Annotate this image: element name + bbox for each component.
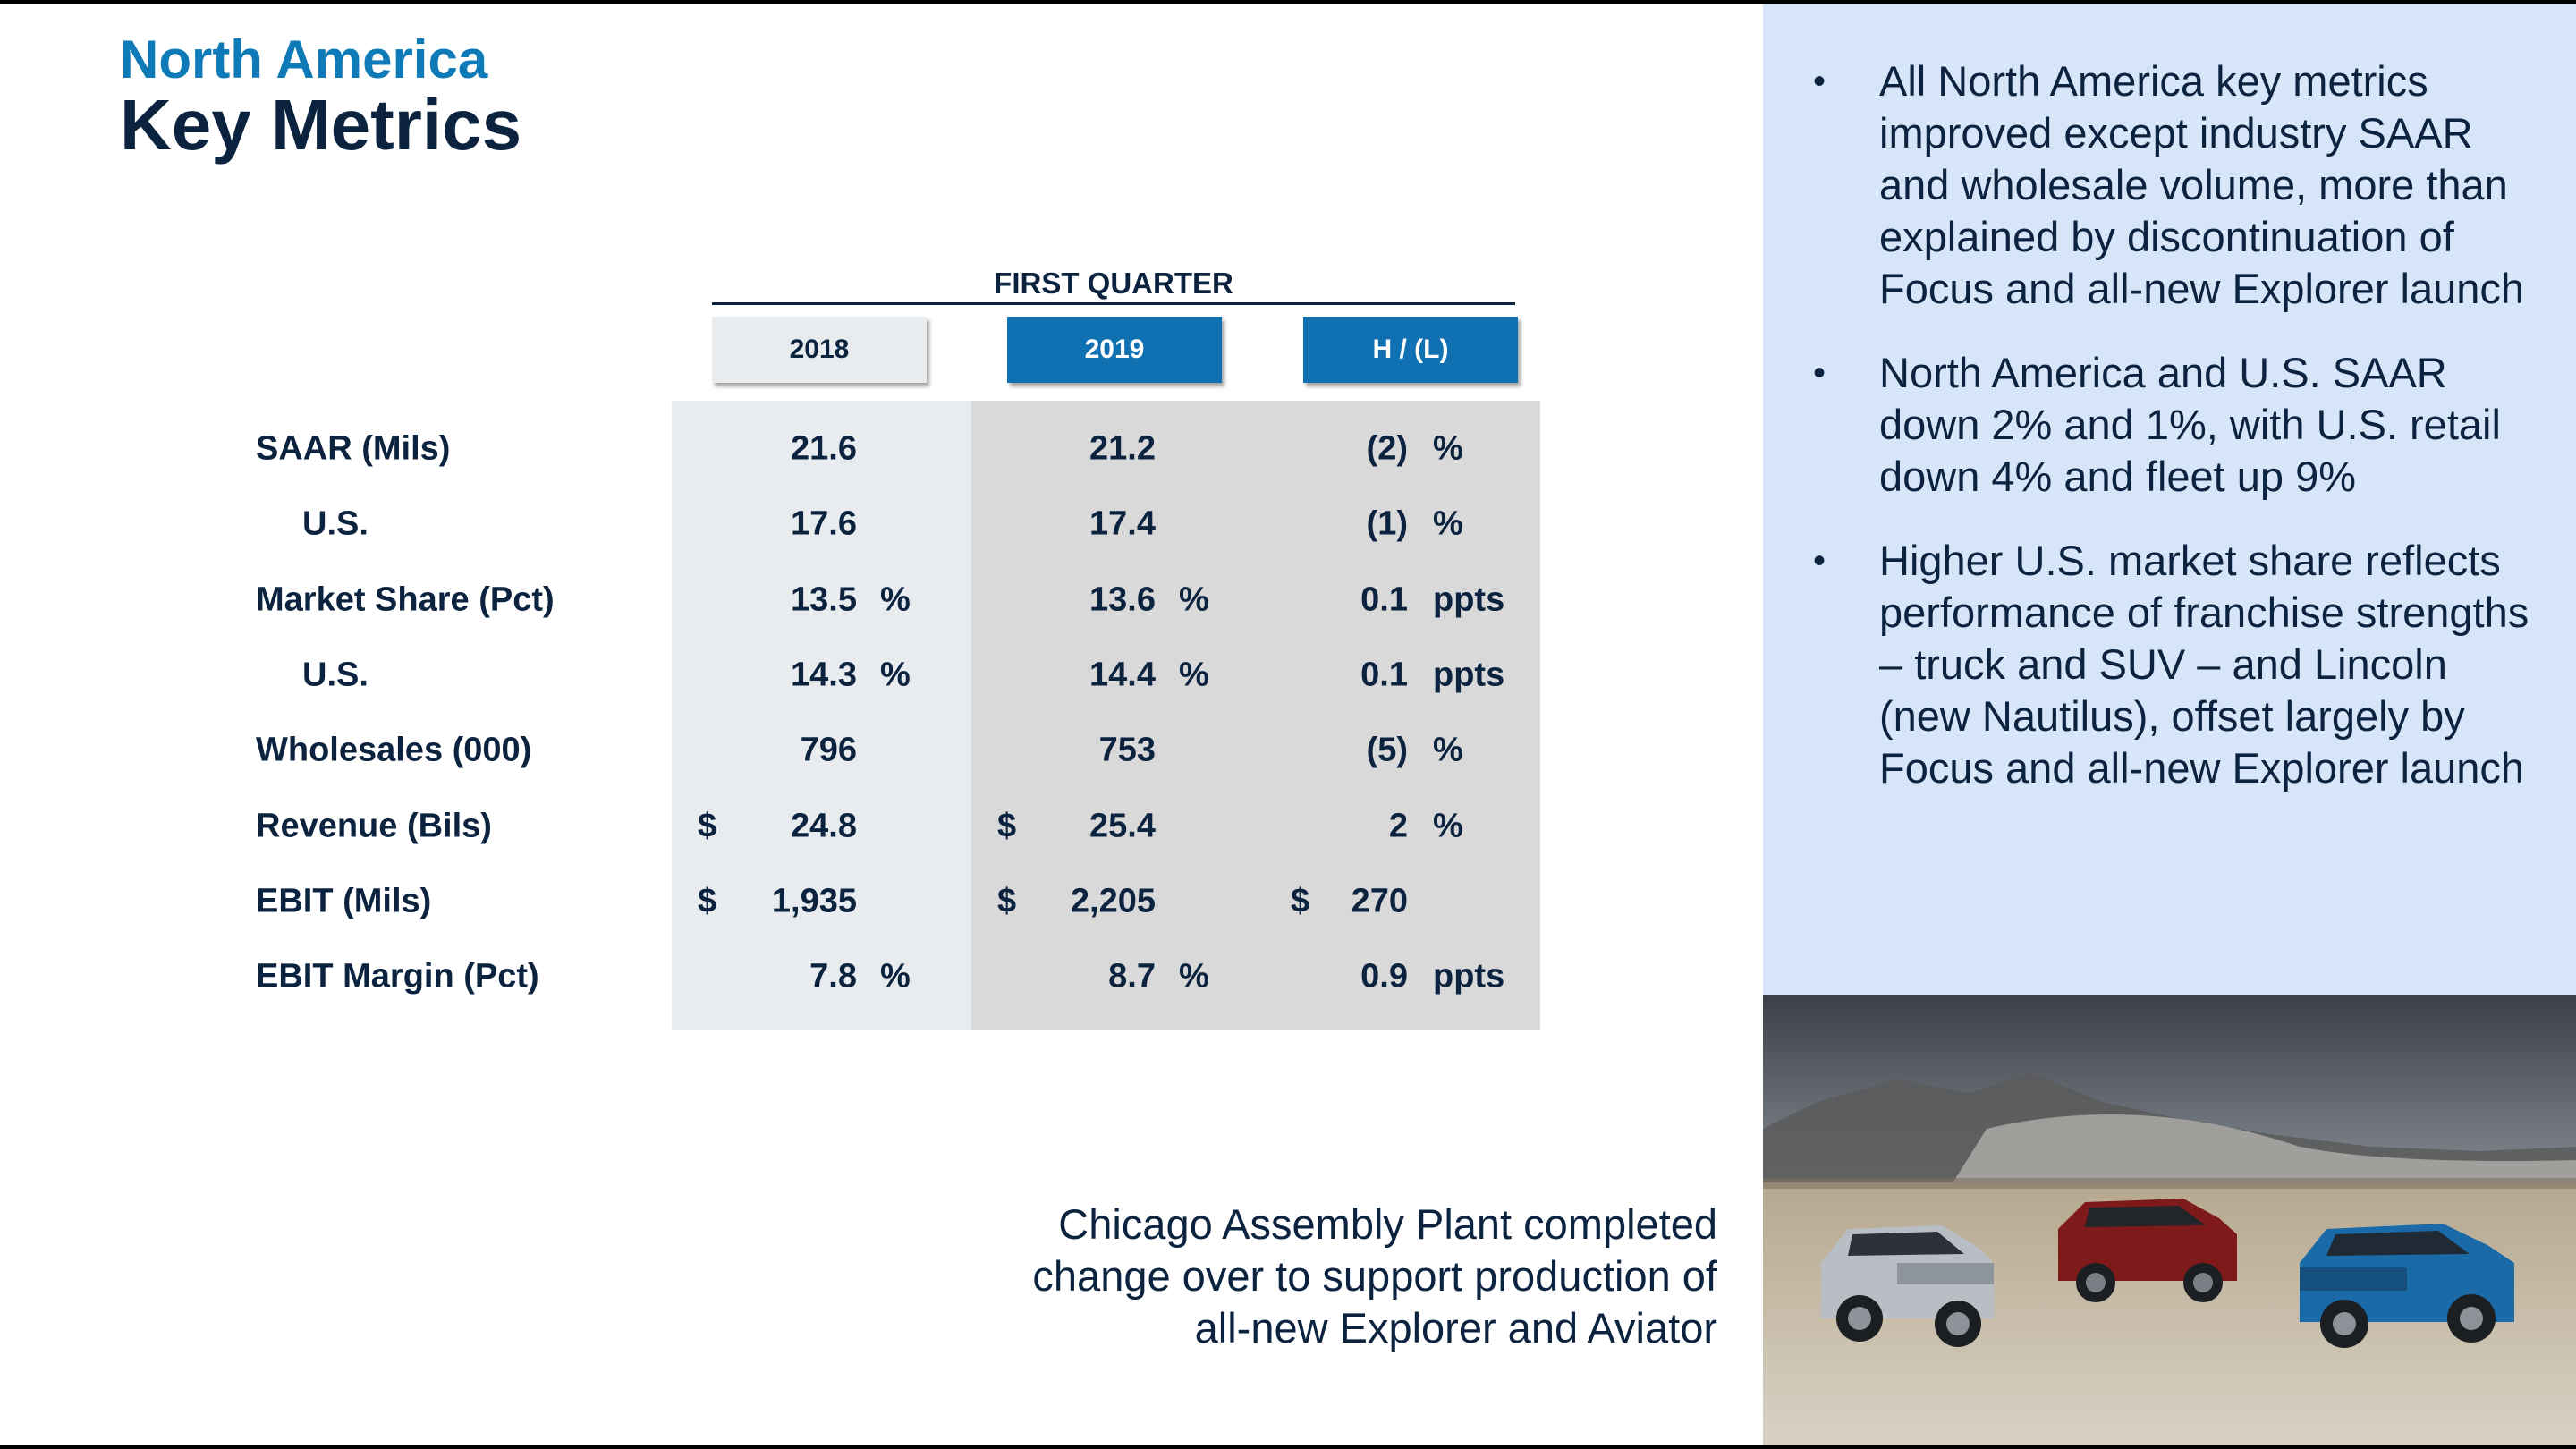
value-2018: 17.6 — [791, 504, 857, 543]
row-label: EBIT Margin (Pct) — [256, 957, 539, 996]
unit-2019: % — [1179, 656, 1209, 694]
column-band-2018 — [672, 401, 971, 1030]
table-row: Revenue (Bils) $24.8 $25.4 2% — [0, 789, 1540, 864]
blue-suv-icon — [2300, 1224, 2514, 1348]
value-2019: 25.4 — [1089, 807, 1156, 844]
value-2018: 7.8 — [809, 957, 857, 996]
value-change: 0.1 — [1360, 580, 1408, 619]
row-label: EBIT (Mils) — [256, 882, 432, 920]
caption-line: all-new Explorer and Aviator — [1194, 1304, 1717, 1352]
value-change: (2) — [1366, 429, 1408, 468]
commentary-panel: • All North America key metrics improved … — [1763, 4, 2576, 995]
caption-line: change over to support production of — [1032, 1252, 1717, 1300]
value-change: 0.1 — [1360, 656, 1408, 694]
commentary-bullet: • All North America key metrics improved … — [1813, 55, 2546, 315]
currency-2019: $ — [997, 807, 1017, 844]
unit-change: % — [1433, 807, 1463, 844]
column-header-2019: 2019 — [1007, 317, 1222, 383]
unit-2019: % — [1179, 580, 1209, 619]
commentary-text: All North America key metrics improved e… — [1879, 57, 2525, 312]
photo-caption: Chicago Assembly Plant completed change … — [1032, 1199, 1717, 1354]
commentary-text: North America and U.S. SAAR down 2% and … — [1879, 349, 2501, 500]
table-row: EBIT Margin (Pct) 7.8% 8.7% 0.9 ppts — [0, 939, 1540, 1014]
row-label: U.S. — [302, 656, 369, 694]
value-2019: 8.7 — [1108, 957, 1156, 996]
unit-change: % — [1433, 429, 1463, 468]
table-row: Wholesales (000) 796 753 (5)% — [0, 713, 1540, 788]
value-change: 270 — [1351, 882, 1408, 920]
value-change: (5) — [1366, 731, 1408, 769]
row-label: U.S. — [302, 504, 369, 543]
region-title: North America — [120, 30, 488, 89]
bullet-icon: • — [1813, 353, 1826, 393]
value-2019: 17.4 — [1089, 504, 1156, 543]
group-header-first-quarter: FIRST QUARTER — [994, 267, 1233, 300]
table-row: SAAR (Mils) 21.6 21.2 (2)% — [0, 411, 1540, 487]
value-2019: 2,205 — [1070, 882, 1156, 920]
value-change: (1) — [1366, 504, 1408, 543]
vehicle-photo — [1763, 995, 2576, 1445]
value-2018: 24.8 — [791, 807, 857, 844]
table-row: U.S. 17.6 17.4 (1)% — [0, 487, 1540, 562]
red-suv-icon — [2058, 1199, 2237, 1302]
value-2019: 21.2 — [1089, 429, 1156, 468]
row-label: Wholesales (000) — [256, 731, 532, 769]
row-label: Revenue (Bils) — [256, 807, 492, 844]
caption-line: Chicago Assembly Plant completed — [1058, 1200, 1717, 1248]
value-2018: 1,935 — [771, 882, 857, 920]
commentary-text: Higher U.S. market share reflects perfor… — [1879, 537, 2529, 792]
unit-change: ppts — [1433, 656, 1505, 694]
table-row: EBIT (Mils) $1,935 $2,205 $270 — [0, 864, 1540, 939]
row-label: Market Share (Pct) — [256, 580, 555, 619]
value-2019: 14.4 — [1089, 656, 1156, 694]
unit-change: ppts — [1433, 957, 1505, 996]
table-row: Market Share (Pct) 13.5% 13.6% 0.1 ppts — [0, 563, 1540, 638]
silver-suv-icon — [1821, 1225, 1994, 1347]
bullet-icon: • — [1813, 541, 1826, 580]
value-2018: 14.3 — [791, 656, 857, 694]
value-2019: 753 — [1098, 731, 1156, 769]
unit-2018: % — [880, 580, 911, 619]
commentary-bullet: • North America and U.S. SAAR down 2% and… — [1813, 347, 2546, 503]
row-label: SAAR (Mils) — [256, 429, 451, 468]
commentary-bullet: • Higher U.S. market share reflects perfo… — [1813, 535, 2546, 794]
currency-change: $ — [1291, 882, 1310, 920]
group-header-rule — [712, 302, 1515, 305]
slide: North America Key Metrics FIRST QUARTER … — [0, 4, 2576, 1445]
column-band-2019-change — [971, 401, 1540, 1030]
bullet-icon: • — [1813, 62, 1826, 101]
suv-lineup-illustration — [1763, 995, 2576, 1445]
value-2018: 13.5 — [791, 580, 857, 619]
value-2019: 13.6 — [1089, 580, 1156, 619]
column-header-2018: 2018 — [712, 317, 927, 383]
value-2018: 21.6 — [791, 429, 857, 468]
page-title: Key Metrics — [120, 85, 522, 165]
unit-2019: % — [1179, 957, 1209, 996]
currency-2018: $ — [698, 807, 717, 844]
unit-2018: % — [880, 957, 911, 996]
unit-2018: % — [880, 656, 911, 694]
unit-change: % — [1433, 731, 1463, 769]
value-2018: 796 — [800, 731, 857, 769]
column-header-change: H / (L) — [1303, 317, 1518, 383]
currency-2019: $ — [997, 882, 1017, 920]
commentary-list: • All North America key metrics improved … — [1813, 55, 2546, 826]
table-row: U.S. 14.3% 14.4% 0.1 ppts — [0, 638, 1540, 713]
unit-change: ppts — [1433, 580, 1505, 619]
unit-change: % — [1433, 504, 1463, 543]
value-change: 0.9 — [1360, 957, 1408, 996]
value-change: 2 — [1388, 807, 1408, 844]
currency-2018: $ — [698, 882, 717, 920]
